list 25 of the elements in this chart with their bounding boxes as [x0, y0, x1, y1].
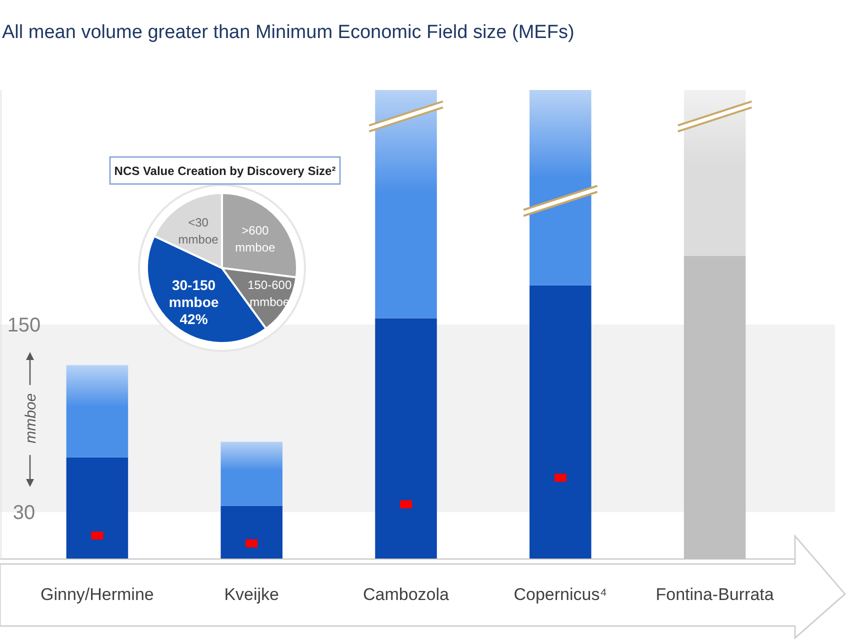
x-tick-label: Kveijke — [224, 584, 280, 604]
slice-label: 150-600 mmboe — [248, 278, 292, 310]
bar — [220, 442, 282, 506]
bar — [220, 506, 282, 559]
y-tick-label: 150 — [7, 314, 41, 336]
point — [400, 500, 412, 508]
bar — [375, 90, 437, 318]
bar — [66, 457, 128, 559]
chart-title: NCS Value Creation by Discovery Size² — [114, 164, 336, 178]
bar — [66, 365, 128, 458]
bar — [530, 90, 592, 286]
bar — [530, 285, 592, 559]
x-tick-label: Fontina-Burrata — [656, 584, 774, 604]
y-axis-title: mmboe — [22, 393, 40, 444]
slice-label: 30-150 mmboe — [168, 277, 219, 310]
bar — [375, 318, 437, 559]
slice-label: <30 mmboe — [178, 216, 219, 247]
y-tick-label: 30 — [12, 502, 36, 524]
x-tick-label: Ginny/Hermine — [40, 584, 154, 604]
slice-label: >600 mmboe — [235, 224, 276, 255]
x-tick-label: Copernicus⁴ — [514, 584, 608, 604]
chart-title: All mean volume greater than Minimum Economic Field size (MEFs) — [2, 22, 574, 43]
data-label: 42% — [180, 311, 208, 328]
x-tick-label: Cambozola — [363, 584, 450, 604]
bar — [684, 90, 746, 256]
